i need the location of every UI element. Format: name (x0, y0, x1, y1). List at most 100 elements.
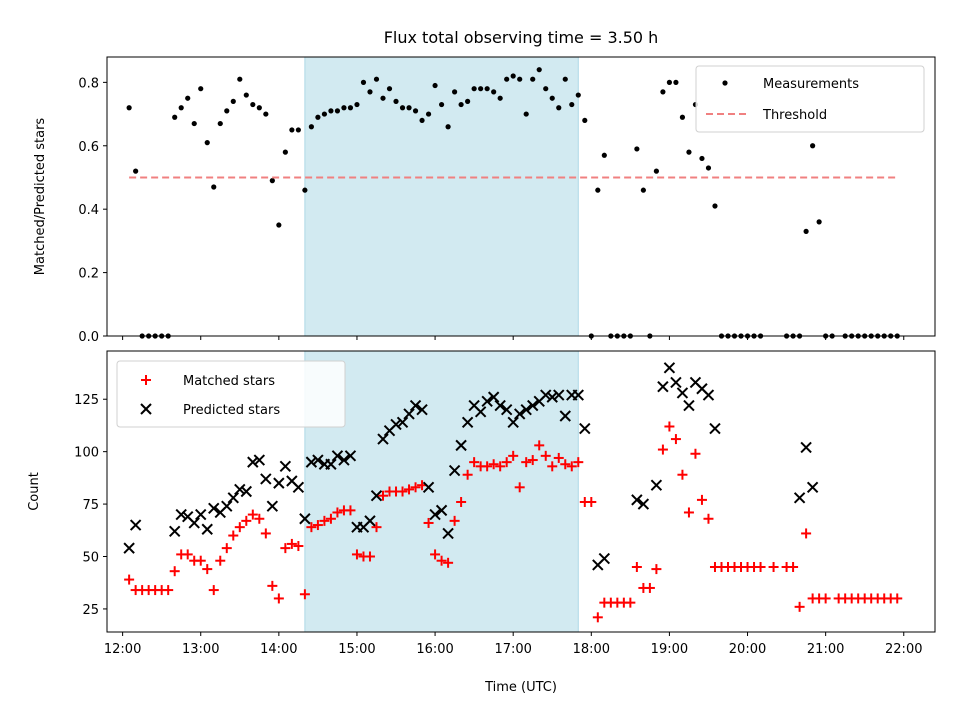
measurement-point (302, 187, 308, 193)
legend-matched-label: Matched stars (183, 374, 275, 389)
bottom-y-tick-label: 50 (82, 551, 99, 566)
predicted-star-point (312, 454, 324, 466)
matched-star-point (195, 555, 206, 566)
measurement-point (126, 105, 132, 111)
matched-star-point (163, 585, 174, 596)
cross-b (240, 485, 253, 498)
predicted-star-point (208, 502, 220, 514)
cross-b (507, 416, 519, 429)
top-y-tick-label: 0.6 (78, 140, 99, 155)
matched-star-point (221, 543, 232, 554)
cross-b (123, 542, 135, 554)
cross-b (396, 416, 409, 429)
legend-threshold-label: Threshold (762, 108, 827, 123)
measurement-point (686, 149, 692, 155)
cross-b (631, 494, 643, 506)
matched-star-point (664, 421, 675, 432)
matched-star-point (345, 505, 356, 516)
measurement-point (191, 120, 197, 127)
cross-b (416, 404, 428, 416)
predicted-star-point (572, 389, 584, 401)
matched-star-point (423, 517, 434, 528)
predicted-star-point (325, 458, 337, 470)
matched-star-point (540, 450, 551, 461)
measurement-point (601, 152, 607, 158)
matched-star-point (892, 593, 903, 604)
predicted-star-point (507, 416, 519, 429)
predicted-star-point (448, 464, 461, 477)
cross-b (129, 519, 142, 531)
cross-b (409, 399, 422, 412)
measurement-point (569, 101, 575, 108)
bottom-observing-window-span (304, 350, 579, 633)
cross-b (175, 508, 187, 521)
predicted-star-point (403, 408, 415, 420)
cross-b (260, 473, 272, 485)
measurement-point (445, 124, 451, 130)
x-tick-label: 18:00 (573, 642, 610, 657)
cross-b (208, 502, 220, 514)
measurement-point (412, 108, 419, 114)
cross-b (689, 376, 702, 389)
cross-b (657, 380, 669, 393)
matched-star-point (241, 515, 252, 526)
predicted-star-point (305, 456, 318, 468)
predicted-star-point (579, 422, 591, 435)
predicted-star-point (709, 422, 721, 435)
matched-star-point (488, 459, 499, 470)
star-count-points (123, 362, 903, 623)
predicted-star-point (474, 406, 487, 418)
measurement-point (471, 86, 477, 92)
measurement-point (543, 86, 549, 92)
measurement-point (295, 127, 301, 133)
cross-b (455, 439, 467, 452)
cross-b (553, 389, 565, 401)
measurement-point (699, 155, 705, 162)
top-y-tick-label: 0.2 (78, 267, 99, 282)
matched-star-point (312, 520, 323, 531)
measurement-point (204, 140, 210, 146)
measurement-point (328, 108, 334, 114)
predicted-star-point (221, 500, 233, 512)
predicted-star-point (702, 389, 715, 401)
predicted-star-point (344, 450, 357, 462)
matched-star-point (573, 457, 584, 468)
matched-star-point (755, 561, 766, 572)
cross-b (683, 399, 695, 412)
measurement-point (660, 89, 666, 95)
cross-b (637, 498, 650, 510)
matched-star-point (677, 469, 688, 480)
predicted-star-point (657, 380, 669, 393)
cross-b (702, 389, 715, 401)
measurement-point (198, 86, 204, 92)
measurement-point (595, 187, 601, 193)
measurement-point (393, 98, 399, 104)
predicted-star-point (806, 481, 819, 494)
measurement-point (705, 165, 712, 171)
predicted-star-point (435, 504, 448, 517)
matched-star-point (449, 515, 460, 526)
measurement-point (634, 146, 640, 152)
matched-star-point (273, 593, 284, 604)
cross-b (676, 387, 689, 399)
matched-star-point (169, 566, 180, 577)
predicted-star-point (663, 362, 676, 374)
cross-b (670, 376, 682, 389)
bottom-y-axis-label: Count (27, 472, 42, 511)
measurement-point (510, 73, 516, 79)
cross-b (422, 481, 435, 494)
measurement-point (425, 111, 432, 117)
cross-b (299, 513, 311, 525)
matched-star-point (280, 543, 291, 554)
matched-star-point (443, 557, 454, 568)
predicted-star-point (299, 513, 311, 525)
predicted-star-point (364, 515, 376, 527)
matched-star-point (592, 612, 603, 623)
predicted-star-point (390, 418, 402, 431)
predicted-star-point (253, 454, 266, 466)
matched-star-point (657, 444, 668, 455)
measurement-point (484, 86, 490, 92)
cross-b (481, 395, 493, 408)
measurement-point (452, 89, 458, 95)
predicted-star-point (240, 485, 253, 498)
